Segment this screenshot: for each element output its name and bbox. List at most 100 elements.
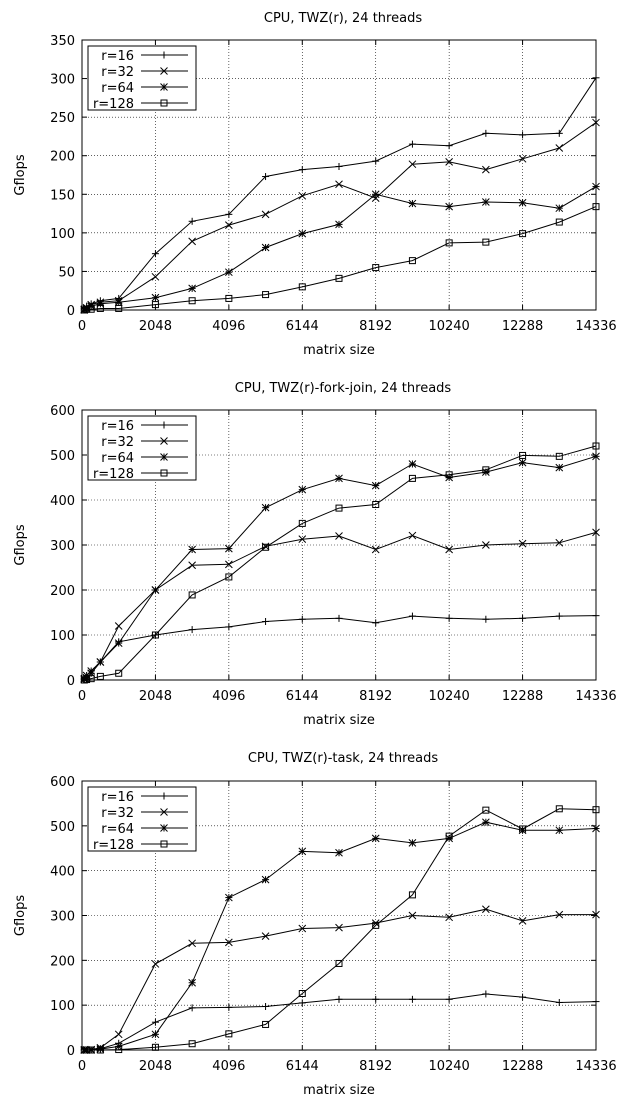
data-point [298,166,306,174]
data-point [555,998,563,1006]
data-point [592,998,600,1006]
x-tick-label: 12288 [502,1059,543,1074]
chart-panel-3: CPU, TWZ(r)-task, 24 threads 0 2048 4096 614… [0,740,630,1110]
data-point [445,158,453,166]
data-point [445,913,453,922]
data-point [225,221,233,229]
legend-marker [160,421,168,429]
legend-label: r=64 [101,451,134,466]
x-tick-label: 4096 [212,319,245,334]
series-line [84,821,597,1051]
data-point [482,615,490,623]
data-point [262,618,270,625]
data-point [262,173,270,181]
data-point [96,658,105,666]
data-point [592,74,600,82]
data-point [188,237,196,246]
series-line [84,206,597,311]
data-point [114,622,123,630]
data-point [225,544,233,553]
chart-panel-1: CPU, TWZ(r), 24 threads 0 2048 4096 6144 8192… [0,0,630,370]
y-tick-label: 500 [50,820,75,835]
data-point [482,466,490,474]
x-axis-label: matrix size [303,713,375,728]
legend-marker [160,808,168,816]
data-point [482,905,490,914]
data-point [335,614,343,622]
legend-marker [160,453,168,461]
legend-marker [160,83,168,91]
data-point [115,304,123,312]
data-point [87,305,95,313]
legend-label: r=128 [93,838,134,853]
data-point [115,669,123,677]
data-point [298,191,307,200]
data-point [96,1046,104,1054]
data-point [592,612,600,620]
data-point [482,129,490,137]
data-point [188,1040,196,1048]
x-axis-label: matrix size [303,1083,375,1096]
data-point [335,274,343,282]
data-point [335,180,343,189]
legend-label: r=32 [101,65,134,80]
gridlines [82,40,596,310]
data-point [445,832,453,840]
data-point [445,142,453,150]
x-tick-label: 4096 [212,689,245,704]
y-axis-label: Gflops [13,895,28,936]
series-line [83,615,597,679]
data-point [592,118,600,127]
chart-panel-2: CPU, TWZ(r)-fork-join, 24 threads 0 2048 40… [0,370,630,740]
legend-marker [160,840,168,848]
x-tick-label: 4096 [212,1059,245,1074]
data-point [225,268,233,277]
chart-title: CPU, TWZ(r)-task, 24 threads [248,751,438,766]
data-point [519,825,527,833]
data-point [225,623,233,631]
axis-ticks: 0 2048 4096 6144 8192 10240 12288 14336 0 100 200 3… [50,404,617,704]
data-point [408,460,417,468]
data-point [371,481,380,490]
data-point [83,676,91,684]
data-point [261,875,270,884]
data-point [519,614,527,622]
series-line [84,445,597,681]
data-point [335,163,343,171]
data-point [518,917,527,925]
data-point [298,990,306,998]
x-axis-label: matrix size [303,343,375,358]
data-point [151,272,160,281]
x-tick-label: 10240 [428,1059,469,1074]
data-point [555,218,563,226]
data-point [188,545,196,554]
data-point [482,238,490,246]
data-point [261,932,270,940]
data-point [518,539,527,548]
x-tick-label: 10240 [428,689,469,704]
y-axis-label: Gflops [13,154,28,195]
data-point [372,501,380,508]
x-tick-label: 6144 [286,319,319,334]
legend-box [87,45,197,111]
chart-1: CPU, TWZ(r), 24 threads 0 2048 4096 6144 8192… [13,11,617,358]
data-point [555,910,564,919]
data-point [80,306,88,314]
legend-label: r=64 [101,822,134,837]
data-point [445,202,453,211]
legend-marker [160,469,168,477]
data-point [335,848,343,857]
data-point [445,545,453,554]
data-point [261,243,270,252]
data-point [225,938,233,947]
y-axis-label: Gflops [13,524,28,565]
series-r-32 [80,528,600,683]
series-line [84,908,596,1051]
data-point [87,1046,95,1054]
data-point [482,990,490,998]
data-point [555,805,563,813]
y-tick-label: 350 [50,34,75,49]
data-point [482,541,490,549]
axis-ticks: 0 2048 4096 6144 8192 10240 12288 14336 0 50 100 15… [50,34,617,334]
data-point [298,485,307,494]
